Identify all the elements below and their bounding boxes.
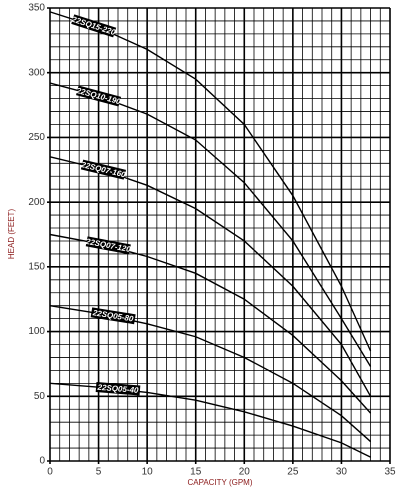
curve-label-box — [71, 14, 117, 38]
y-axis-title: HEAD (FEET) — [7, 209, 16, 260]
curve-label: 22SQ07-160 — [79, 159, 127, 180]
curve-label: 22SQ05-40 — [95, 382, 141, 396]
x-tick-label: 10 — [142, 467, 154, 478]
curve-label-box — [90, 307, 136, 325]
x-tick-label: 5 — [96, 467, 102, 478]
curve-label-box — [80, 159, 126, 180]
curve-label-box — [95, 382, 141, 396]
x-axis-title: CAPACITY (GPM) — [187, 478, 252, 487]
y-tick-label: 250 — [28, 132, 45, 143]
y-tick-label: 100 — [28, 326, 45, 337]
y-tick-label: 0 — [39, 456, 45, 467]
x-tick-label: 0 — [47, 467, 53, 478]
x-tick-label: 30 — [336, 467, 348, 478]
curve-label-text: 22SQ05-40 — [96, 383, 139, 395]
curve-label-box — [76, 85, 122, 107]
x-tick-label: 20 — [239, 467, 251, 478]
curve-label-box — [85, 236, 131, 255]
x-tick-label: 35 — [384, 467, 396, 478]
y-tick-label: 50 — [34, 391, 46, 402]
x-tick-label: 25 — [287, 467, 299, 478]
x-tick-label: 15 — [190, 467, 202, 478]
y-tick-label: 150 — [28, 261, 45, 272]
y-tick-label: 300 — [28, 67, 45, 78]
curve-label: 22SQ05-80 — [90, 307, 136, 325]
y-tick-label: 350 — [28, 3, 45, 14]
y-tick-label: 200 — [28, 197, 45, 208]
